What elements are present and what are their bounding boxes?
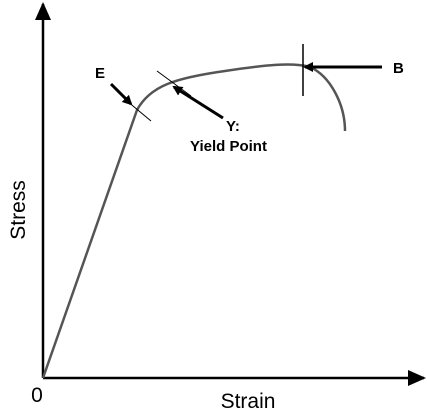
yield-label: Yield Point <box>190 138 267 155</box>
x-axis-label: Strain <box>221 390 276 413</box>
elastic-label: E <box>95 65 105 82</box>
stress-strain-curve <box>41 63 347 379</box>
yield-arrow <box>172 85 224 120</box>
elastic-arrow <box>109 82 133 106</box>
break-label: B <box>393 60 404 77</box>
y-axis-label: Stress <box>7 180 30 240</box>
yield-mark <box>156 70 192 97</box>
origin-label: 0 <box>31 384 43 407</box>
yield-prefix: Y: <box>226 118 240 135</box>
